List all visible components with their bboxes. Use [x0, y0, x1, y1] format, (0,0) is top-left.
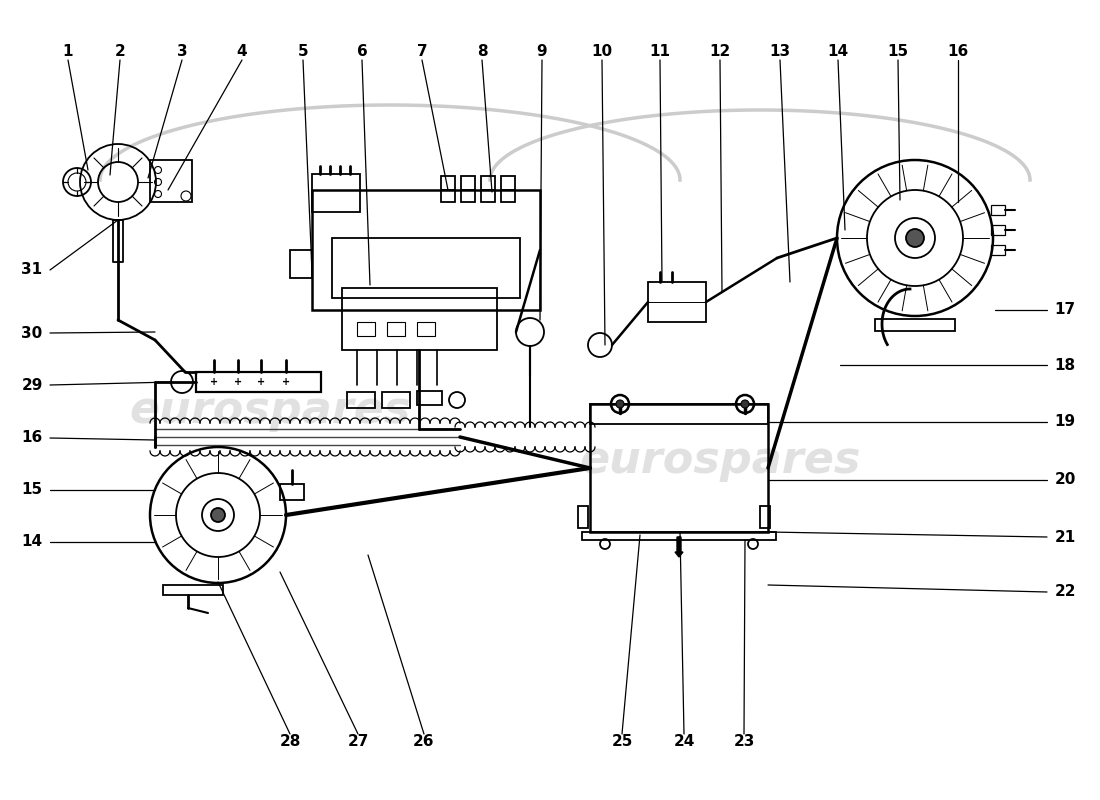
Bar: [991, 245, 1005, 255]
Bar: [312, 174, 360, 212]
Text: 1: 1: [63, 45, 74, 59]
Text: 20: 20: [1054, 473, 1076, 487]
Text: 9: 9: [537, 45, 548, 59]
Bar: [332, 238, 520, 298]
Bar: [648, 282, 706, 322]
Bar: [991, 205, 1005, 215]
Text: 22: 22: [1054, 585, 1076, 599]
Text: 4: 4: [236, 45, 248, 59]
Text: 15: 15: [888, 45, 909, 59]
Text: eurospares: eurospares: [130, 389, 410, 431]
Text: 26: 26: [414, 734, 435, 750]
Text: 21: 21: [1055, 530, 1076, 545]
Text: 31: 31: [21, 262, 43, 278]
Bar: [500, 176, 515, 202]
Text: +: +: [234, 377, 242, 387]
Circle shape: [616, 400, 624, 408]
Bar: [382, 392, 410, 408]
Text: 29: 29: [21, 378, 43, 393]
Text: +: +: [257, 377, 265, 387]
Text: 13: 13: [769, 45, 791, 59]
Text: 25: 25: [612, 734, 632, 750]
FancyArrow shape: [675, 537, 683, 557]
Bar: [417, 391, 442, 405]
Bar: [991, 225, 1005, 235]
Circle shape: [741, 400, 749, 408]
Bar: [441, 176, 455, 202]
Bar: [163, 585, 223, 595]
Circle shape: [211, 508, 226, 522]
Bar: [760, 506, 770, 528]
Bar: [342, 288, 497, 350]
Bar: [312, 190, 540, 310]
Bar: [590, 404, 768, 424]
Circle shape: [906, 229, 924, 247]
Text: 30: 30: [21, 326, 43, 341]
Bar: [387, 322, 405, 336]
Text: 19: 19: [1055, 414, 1076, 430]
Text: 14: 14: [827, 45, 848, 59]
Text: +: +: [282, 377, 290, 387]
Bar: [346, 392, 375, 408]
Text: 2: 2: [114, 45, 125, 59]
Text: 15: 15: [21, 482, 43, 498]
Bar: [578, 506, 588, 528]
Text: 17: 17: [1055, 302, 1076, 318]
Bar: [582, 532, 775, 540]
Text: 23: 23: [734, 734, 755, 750]
Text: 6: 6: [356, 45, 367, 59]
Text: 8: 8: [476, 45, 487, 59]
Bar: [481, 176, 495, 202]
Text: eurospares: eurospares: [580, 438, 860, 482]
Bar: [417, 322, 434, 336]
Text: 24: 24: [673, 734, 695, 750]
Bar: [358, 322, 375, 336]
Text: 16: 16: [21, 430, 43, 446]
Bar: [196, 372, 321, 392]
Text: 7: 7: [417, 45, 427, 59]
Bar: [280, 484, 304, 500]
Text: 28: 28: [279, 734, 300, 750]
Text: 27: 27: [348, 734, 369, 750]
Text: 18: 18: [1055, 358, 1076, 373]
Text: 3: 3: [177, 45, 187, 59]
Text: +: +: [210, 377, 218, 387]
Bar: [590, 404, 768, 532]
Bar: [290, 250, 312, 278]
Bar: [150, 160, 192, 202]
Text: 12: 12: [710, 45, 730, 59]
Text: 14: 14: [21, 534, 43, 550]
Text: 16: 16: [947, 45, 969, 59]
Text: 11: 11: [649, 45, 671, 59]
Text: 5: 5: [298, 45, 308, 59]
Text: 10: 10: [592, 45, 613, 59]
Bar: [874, 319, 955, 331]
Bar: [461, 176, 475, 202]
